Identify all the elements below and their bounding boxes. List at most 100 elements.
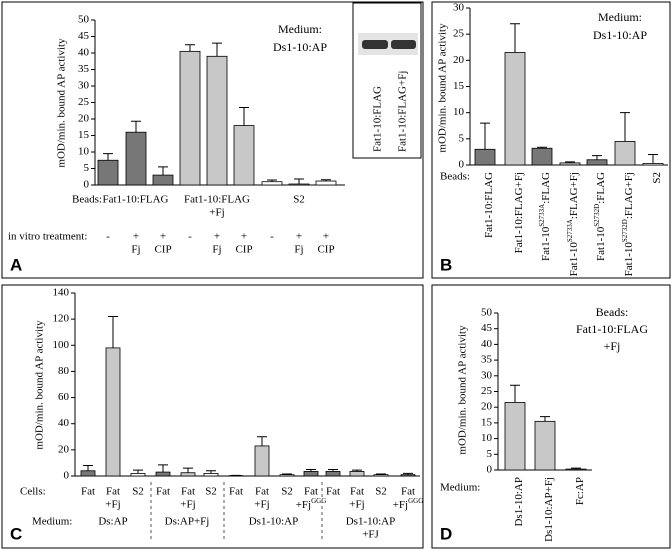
blot-band xyxy=(362,40,388,49)
bar xyxy=(279,474,295,477)
error-bar xyxy=(267,179,277,182)
error-bar xyxy=(294,178,304,185)
label-part: Fat1-10 xyxy=(568,242,580,277)
error-bar xyxy=(510,384,520,403)
label-part: Fat1-10 xyxy=(623,242,635,277)
error-bar xyxy=(133,469,143,474)
row-label: Cells: xyxy=(20,486,46,498)
bar xyxy=(180,472,196,477)
x-tick-label: Ds1-10:AP+Fj xyxy=(543,477,555,542)
group-label: Ds1-10:AP xyxy=(346,516,396,528)
y-tick-label: 100 xyxy=(53,339,70,351)
x-tick-label: CIP xyxy=(235,244,252,256)
y-axis-label: mOD/min. bound AP activity xyxy=(34,320,46,450)
label-part: :FLAG xyxy=(595,172,607,204)
y-tick-label: 15 xyxy=(481,416,493,428)
row-label: in vitro treatment: xyxy=(8,231,87,243)
error-bar xyxy=(537,146,547,149)
bar xyxy=(97,159,119,186)
error-bar xyxy=(131,120,141,133)
bar xyxy=(325,471,341,477)
y-tick-label: 0 xyxy=(459,159,465,171)
x-tick-label: Fat xyxy=(81,486,95,498)
y-axis-label: mOD/min. bound AP activity xyxy=(457,325,469,455)
x-tick-label: Fat xyxy=(181,486,195,498)
y-tick-label: 50 xyxy=(481,307,493,319)
superscript: S2733A xyxy=(538,204,546,227)
superscript: S2732D xyxy=(593,204,601,227)
y-tick-label: 45 xyxy=(78,30,90,42)
y-axis-label: mOD/min. bound AP activity xyxy=(437,23,449,153)
bar xyxy=(642,163,664,166)
group-label: Fat1-10:FLAG xyxy=(184,194,250,206)
y-tick-label: 5 xyxy=(459,132,465,144)
bar xyxy=(152,174,174,186)
x-tick-label: - xyxy=(106,231,110,243)
error-bar xyxy=(185,44,195,52)
group-label: +Fj xyxy=(209,207,224,219)
inset-label: Fat1-10:FLAG xyxy=(372,86,384,152)
y-tick-label: 30 xyxy=(78,80,90,92)
y-tick-label: 25 xyxy=(78,96,90,108)
x-tick-label: +Fj xyxy=(105,499,120,511)
annotation: Ds1-10:AP xyxy=(593,28,647,42)
bar xyxy=(179,50,201,186)
error-bar xyxy=(480,122,490,150)
y-tick-label: 20 xyxy=(481,401,493,413)
x-tick-label: Fat1-10:FLAG xyxy=(483,172,495,238)
x-tick-label: Ds1-10:AP xyxy=(513,477,525,527)
x-tick-label: Fat xyxy=(106,486,120,498)
bar xyxy=(504,402,526,471)
error-bar xyxy=(321,179,331,182)
superscript: S2732D xyxy=(621,219,629,242)
bar xyxy=(155,471,171,477)
x-tick-label: CIP xyxy=(317,244,334,256)
bar xyxy=(206,55,228,186)
bar xyxy=(105,347,121,477)
error-bar xyxy=(510,23,520,53)
bar xyxy=(233,125,255,186)
bar xyxy=(303,471,319,477)
x-tick-label: +FjGGG xyxy=(393,497,424,511)
label-part: Fc:AP xyxy=(574,477,586,505)
error-bar xyxy=(282,473,292,475)
group-label: Fat1-10:FLAG xyxy=(103,194,169,206)
error-bar xyxy=(648,154,658,164)
y-tick-label: 10 xyxy=(481,432,493,444)
label-part: Fat1-10:FLAG xyxy=(483,172,495,238)
error-bar xyxy=(565,161,575,163)
y-tick-label: 40 xyxy=(481,338,493,350)
label-part: S2 xyxy=(651,172,663,184)
bar xyxy=(203,472,219,477)
x-tick-label: + xyxy=(214,231,220,243)
y-tick-label: 140 xyxy=(53,287,70,299)
bar xyxy=(288,183,310,186)
error-bar xyxy=(571,467,581,470)
row-label: Medium: xyxy=(440,482,480,494)
x-tick-label: + xyxy=(241,231,247,243)
error-bar xyxy=(620,112,630,142)
y-tick-label: 20 xyxy=(453,54,465,66)
y-tick-label: 60 xyxy=(58,391,70,403)
y-tick-label: 15 xyxy=(453,80,465,92)
y-tick-label: 35 xyxy=(78,63,90,75)
group-label: Ds:AP+Fj xyxy=(165,516,210,528)
bar xyxy=(315,180,337,186)
x-tick-label: Fat xyxy=(401,486,415,498)
y-tick-label: 25 xyxy=(453,28,465,40)
annotation: +Fj xyxy=(604,339,621,353)
y-tick-label: 5 xyxy=(84,162,90,174)
x-tick-label: Fat1-10:FLAG+Fj xyxy=(513,172,525,253)
bar xyxy=(614,141,636,166)
x-tick-label: S2 xyxy=(651,172,663,184)
y-tick-label: 0 xyxy=(487,464,493,476)
x-tick-label: Fc:AP xyxy=(574,477,586,505)
error-bar xyxy=(352,469,362,472)
error-bar xyxy=(306,468,316,472)
x-tick-label: +Fj xyxy=(254,499,269,511)
superscript: S2733A xyxy=(566,219,574,242)
bar xyxy=(80,470,96,477)
group-label: Ds1-10:AP xyxy=(249,516,299,528)
label-part: +Fj xyxy=(296,499,311,511)
